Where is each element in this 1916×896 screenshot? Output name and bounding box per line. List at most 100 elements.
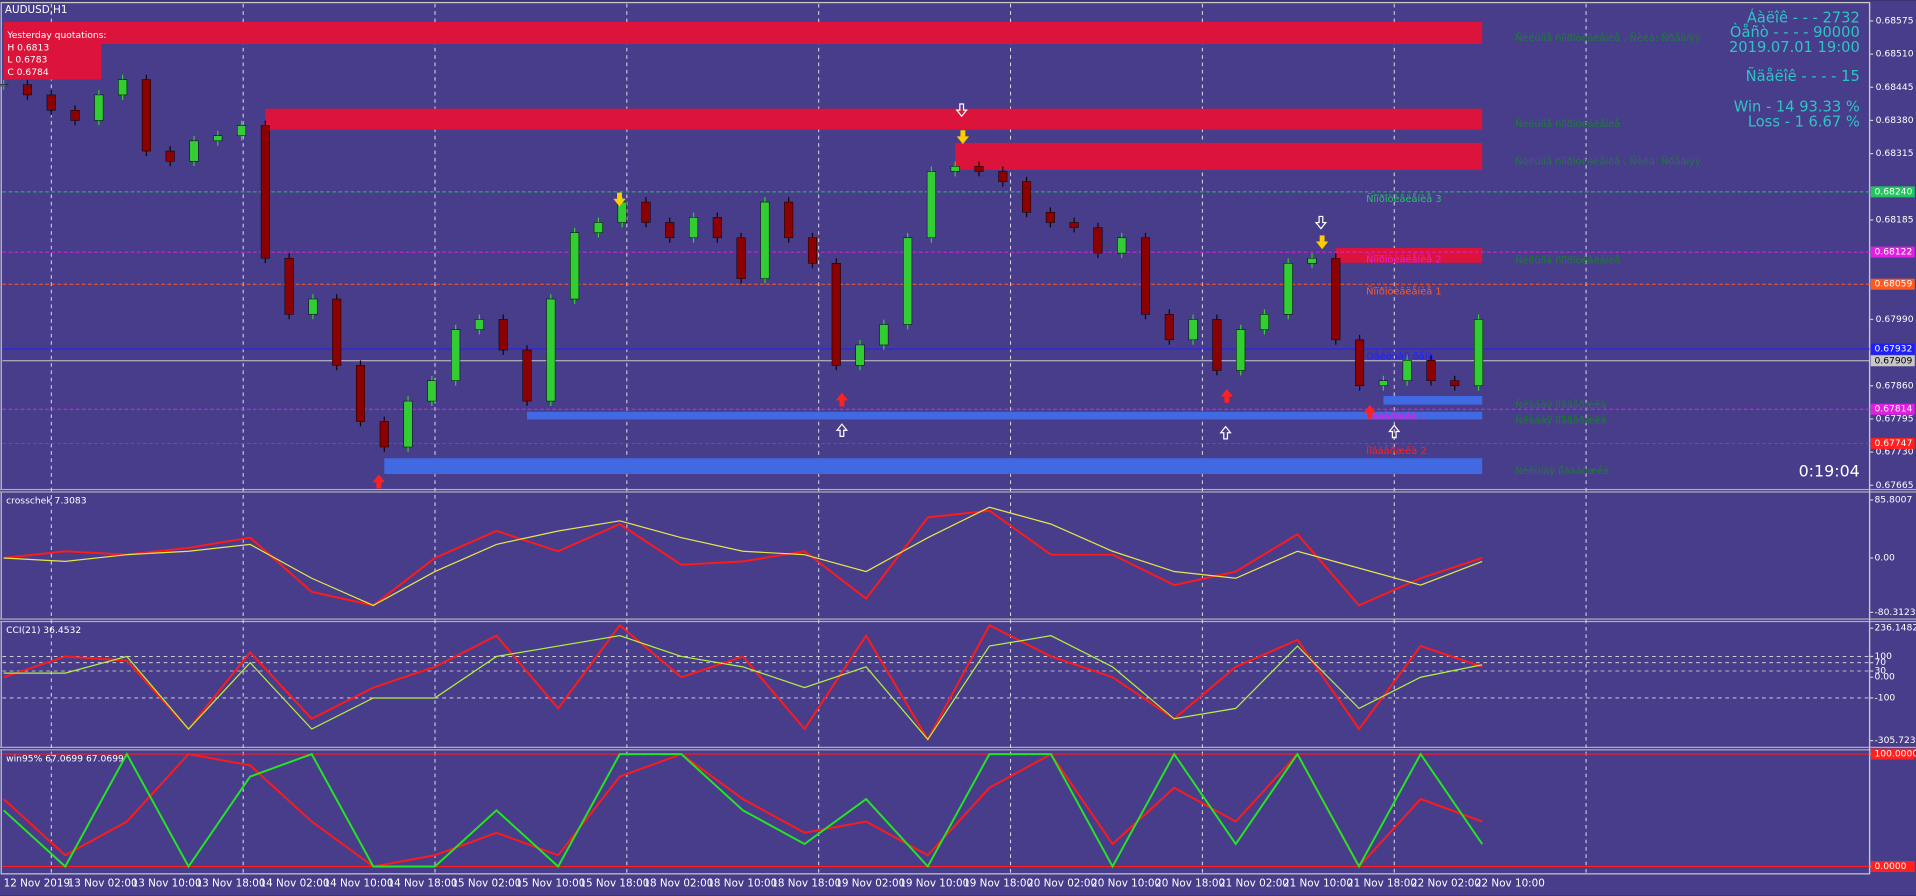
candle — [855, 344, 865, 366]
info-line: Win - 14 93.33 % — [1734, 99, 1860, 116]
candle — [70, 109, 80, 121]
level-name: Ñîïðîòèâëåíèå 3 — [1366, 192, 1441, 205]
level-tag — [1870, 861, 1915, 873]
price-label: 0.68510 — [1876, 49, 1914, 60]
level-tag — [1870, 246, 1915, 258]
indicator-line — [3, 623, 1483, 742]
level-tag — [1870, 343, 1915, 355]
candle — [831, 263, 841, 366]
panel-tick-label: 85.8007 — [1874, 494, 1912, 505]
yesterday-high: H 0.6813 — [7, 42, 49, 53]
panel-tick-label: 0.0000 — [1874, 861, 1906, 872]
candle — [1402, 360, 1412, 381]
panel-separator-gap — [0, 490, 1916, 492]
candle — [118, 79, 128, 96]
time-label: 12 Nov 2019 — [4, 878, 70, 890]
panel-tick-label: 236.1482 — [1874, 623, 1916, 634]
price-label: 0.68380 — [1876, 115, 1914, 126]
zone — [384, 458, 1483, 475]
time-label: 20 Nov 18:00 — [1155, 878, 1225, 890]
info-line: 2019.07.01 19:00 — [1729, 39, 1860, 56]
level-tag — [1870, 403, 1915, 415]
level-tag-label: 0.68122 — [1874, 247, 1912, 258]
candle — [308, 298, 318, 315]
panel-label: CCI(21) 36.4532 — [6, 625, 81, 636]
candle — [1164, 314, 1174, 341]
zone-label: Ñëàáàÿ ïîääåðæêà — [1515, 414, 1606, 427]
zone — [3, 21, 1483, 44]
info-panel: Áàëîê - - - 2732 Òåñò - - - - 90000 2019… — [1729, 8, 1860, 130]
signal-arrow — [955, 103, 968, 118]
yesterday-low: L 0.6783 — [7, 55, 47, 66]
candle — [0, 84, 9, 87]
panel-tick-label: -100 — [1874, 692, 1895, 703]
level-tag-label: 0.68059 — [1874, 279, 1912, 290]
candle — [1283, 263, 1293, 315]
candle — [974, 166, 984, 172]
candle — [1426, 360, 1436, 381]
level-tag — [1870, 437, 1915, 449]
level-name: Ïîääåðæêà 2 — [1366, 444, 1426, 457]
candle — [712, 217, 722, 239]
signal-arrow — [835, 392, 849, 407]
level-name: Òåêóùàÿ öåíà — [1366, 349, 1433, 362]
candle — [665, 222, 675, 239]
time-label: 18 Nov 18:00 — [771, 878, 841, 890]
indicator-line — [3, 752, 1483, 869]
info-line: Loss - 1 6.67 % — [1748, 113, 1860, 130]
time-label: 13 Nov 02:00 — [68, 878, 138, 890]
level-name: Ñîïðîòèâëåíèå 2 — [1366, 252, 1441, 265]
candle — [379, 421, 389, 448]
info-line: Áàëîê - - - 2732 — [1747, 8, 1860, 26]
candle — [570, 232, 580, 300]
candle — [451, 329, 461, 381]
zone — [527, 411, 1483, 420]
level-tag-label: 0.68240 — [1874, 186, 1912, 197]
price-label: 0.67730 — [1876, 447, 1914, 458]
candle — [1117, 237, 1127, 254]
candle — [165, 150, 175, 162]
candle — [522, 349, 532, 402]
time-label: 19 Nov 10:00 — [899, 878, 969, 890]
candle — [332, 298, 342, 366]
panel-label: win95% 67.0699 67.0699 — [6, 753, 124, 764]
panel-separator-gap — [0, 619, 1916, 621]
time-label: 14 Nov 10:00 — [324, 878, 394, 890]
yesterday-title: Yesterday quotations: — [6, 30, 106, 41]
price-label: 0.68445 — [1876, 82, 1914, 93]
candle — [1188, 319, 1198, 341]
candle — [1140, 237, 1151, 315]
indicator-line — [3, 635, 1483, 741]
candle — [498, 319, 508, 351]
zone-label: Ñèëüíîå ñîïðîòèâëåíèå , Ñèëà: Ñðåäíÿÿ — [1515, 154, 1701, 167]
time-label: 21 Nov 10:00 — [1283, 878, 1353, 890]
candle — [403, 400, 413, 448]
candle — [1236, 329, 1246, 371]
panel-tick-label: -305.7233 — [1874, 735, 1916, 746]
panel-tick-label: 0.00 — [1874, 672, 1895, 683]
candle — [260, 125, 270, 259]
candle — [213, 135, 223, 142]
zone-label: Ñèëüíîå ñîïðîòèâëåíèå , Ñèëà: Ñðåäíÿÿ — [1515, 31, 1701, 44]
candle — [784, 201, 794, 239]
candle — [1474, 319, 1484, 387]
timer: 0:19:04 — [1799, 461, 1860, 480]
level-tag-label: 0.67909 — [1874, 355, 1912, 366]
candle — [1212, 319, 1222, 371]
zone-label: Ñèëüíàÿ ïîääåðæêà — [1515, 464, 1609, 477]
signal-arrow — [613, 192, 626, 207]
candle — [1259, 314, 1269, 330]
time-label: 18 Nov 10:00 — [707, 878, 777, 890]
candle — [546, 298, 556, 402]
level-tag — [1870, 355, 1915, 367]
time-label: 21 Nov 02:00 — [1219, 878, 1289, 890]
panel-tick-label: 30 — [1874, 666, 1886, 677]
info-line: Ñäåëîê - - - - 15 — [1746, 68, 1860, 85]
candle — [1045, 212, 1055, 223]
signal-arrow — [1220, 388, 1233, 403]
candle — [903, 237, 913, 325]
zone-label: Ñèëüíîå ñîïðîòèâëåíèå — [1515, 117, 1620, 130]
